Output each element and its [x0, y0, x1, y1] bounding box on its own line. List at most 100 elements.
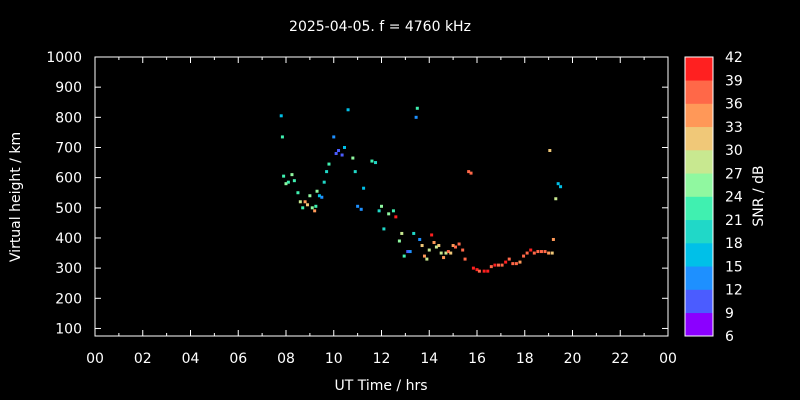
y-tick-label: 1000 [46, 50, 82, 66]
data-point [477, 269, 481, 273]
data-point [334, 152, 338, 156]
data-point [370, 159, 374, 163]
colorbar-tick-label: 24 [725, 190, 743, 206]
data-point [353, 170, 357, 174]
data-point [377, 209, 381, 213]
data-point [314, 204, 318, 208]
data-point [292, 179, 296, 183]
data-point [556, 182, 560, 186]
data-point [327, 162, 331, 166]
data-point [500, 263, 504, 267]
data-point [439, 251, 443, 255]
data-point [418, 237, 422, 241]
data-point [532, 251, 536, 255]
data-point [559, 185, 563, 189]
snr-colorbar: 6 9 12 15 18 21 24 27 30 33 36 39 42 [684, 50, 743, 345]
data-point [550, 251, 554, 255]
data-point [305, 203, 309, 207]
data-point [351, 156, 355, 160]
data-point [422, 254, 426, 258]
colorbar-tick-label: 18 [725, 236, 743, 252]
data-point [475, 268, 479, 272]
x-tick-label: 08 [277, 351, 295, 367]
y-tick-label: 200 [55, 291, 82, 307]
colorbar-segment [685, 126, 713, 151]
data-point [444, 251, 448, 255]
data-point [543, 250, 547, 254]
data-point [425, 257, 429, 261]
colorbar-tick-label: 39 [725, 73, 743, 89]
y-tick-label: 900 [55, 80, 82, 96]
data-point [308, 194, 312, 198]
y-tick-label: 400 [55, 231, 82, 247]
colorbar-segment [685, 80, 713, 104]
y-tick-label: 300 [55, 261, 82, 277]
data-point [454, 245, 458, 249]
data-point [282, 174, 286, 178]
data-point [320, 195, 324, 199]
data-point [432, 240, 436, 244]
data-point [408, 250, 412, 254]
data-point [342, 145, 346, 149]
data-point [504, 260, 508, 264]
data-point [406, 250, 410, 254]
x-axis-ticks: 00 02 04 06 08 10 12 14 16 18 20 22 00 [86, 57, 677, 367]
data-point [536, 250, 540, 254]
data-point [514, 262, 518, 266]
data-point [284, 182, 288, 186]
data-point [380, 204, 383, 208]
y-tick-label: 700 [55, 140, 82, 156]
colorbar-tick-label: 36 [725, 97, 743, 113]
data-point [427, 248, 431, 252]
data-point [507, 257, 511, 261]
data-point [387, 212, 391, 216]
data-point [374, 161, 378, 165]
data-point [313, 209, 317, 213]
data-point [400, 231, 404, 235]
data-point [482, 269, 486, 273]
data-point [511, 262, 515, 266]
colorbar-segment [685, 219, 713, 244]
data-point [332, 135, 336, 139]
data-point [301, 206, 305, 210]
x-tick-label: 06 [229, 351, 247, 367]
x-tick-label: 04 [182, 351, 200, 367]
data-point [391, 209, 395, 213]
x-tick-label: 00 [86, 351, 104, 367]
colorbar-segment [685, 150, 713, 174]
data-point [359, 207, 363, 211]
colorbar-tick-label: 15 [725, 259, 743, 275]
colorbar-segment [685, 312, 713, 337]
colorbar-tick-label: 21 [725, 213, 743, 229]
data-point [496, 263, 500, 267]
x-tick-label: 14 [420, 351, 438, 367]
data-point [551, 237, 555, 241]
y-axis-label: Virtual height / km [8, 132, 24, 262]
data-point [451, 244, 455, 248]
data-point [522, 254, 526, 258]
data-point [461, 248, 465, 252]
data-point [467, 170, 471, 174]
data-point [394, 215, 398, 219]
x-tick-label: 02 [134, 351, 152, 367]
data-point [346, 108, 350, 112]
x-tick-label: 18 [516, 351, 534, 367]
x-axis-label: UT Time / hrs [334, 378, 427, 394]
data-point [397, 239, 401, 243]
data-point [469, 171, 473, 175]
y-tick-label: 100 [55, 321, 82, 337]
y-tick-label: 500 [55, 201, 82, 217]
colorbar-frame [684, 56, 714, 337]
colorbar-tick-label: 27 [725, 166, 743, 182]
data-point [362, 186, 366, 190]
colorbar-segment [685, 289, 713, 314]
data-point [322, 180, 326, 184]
y-tick-label: 800 [55, 110, 82, 126]
plot-area [94, 56, 669, 337]
data-point [356, 204, 360, 208]
data-point [486, 269, 490, 273]
data-point [434, 245, 438, 249]
data-point [489, 265, 493, 269]
data-point [446, 250, 450, 254]
